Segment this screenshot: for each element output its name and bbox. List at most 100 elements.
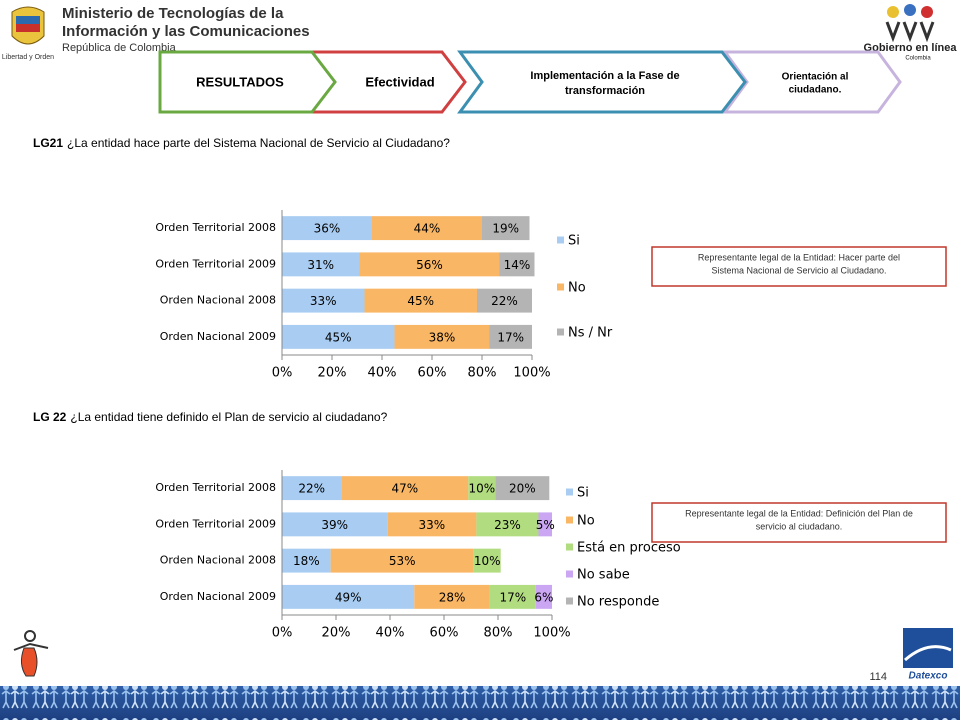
- bar-segment: [364, 288, 477, 313]
- bar-segment: [282, 512, 388, 537]
- x-tick-label: 80%: [468, 366, 497, 381]
- x-tick-label: 60%: [430, 626, 459, 641]
- bar-segment: [282, 324, 395, 349]
- question-code: LG21: [33, 136, 63, 150]
- bar-segment: [341, 476, 469, 501]
- bar-segment: [468, 476, 496, 501]
- category-label: Orden Nacional 2009: [160, 330, 276, 343]
- legend-label: Está en proceso: [577, 541, 681, 556]
- bar-segment: [538, 512, 552, 537]
- republic: República de Colombia: [62, 42, 177, 54]
- motto: Libertad y Orden: [2, 54, 54, 61]
- value-label: 36%: [314, 222, 341, 236]
- value-label: 45%: [407, 294, 434, 308]
- tab: [158, 50, 337, 114]
- legend-label: No: [577, 514, 595, 529]
- value-label: 31%: [307, 258, 334, 272]
- legend-swatch: [566, 570, 573, 578]
- bar-segment: [282, 548, 331, 573]
- bar-segment: [499, 252, 535, 277]
- legend-label: No sabe: [577, 568, 630, 583]
- value-label: 39%: [321, 518, 348, 532]
- tab: [722, 50, 902, 114]
- note-box: [651, 246, 947, 287]
- bar-segment: [489, 324, 532, 349]
- coat-of-arms: [11, 6, 45, 45]
- bar-segment: [282, 288, 365, 313]
- datexco-logo: [903, 628, 953, 668]
- gel-logo: [885, 4, 935, 43]
- bar-segment: [282, 252, 360, 277]
- legend-swatch: [566, 488, 573, 496]
- category-label: Orden Territorial 2008: [155, 221, 276, 234]
- value-label: 47%: [392, 482, 419, 496]
- legend-label: Si: [577, 486, 589, 501]
- category-label: Orden Territorial 2009: [155, 517, 276, 530]
- legend-swatch: [557, 236, 564, 244]
- ministry-name: Información y las Comunicaciones: [62, 23, 310, 40]
- bar-segment: [535, 584, 552, 609]
- bar-segment: [489, 584, 536, 609]
- bar-segment: [414, 584, 490, 609]
- footer-pattern: [0, 686, 960, 720]
- tab-label: transformación: [565, 85, 645, 97]
- x-tick-label: 100%: [513, 366, 550, 381]
- bar-segment: [476, 512, 539, 537]
- gel-country: Colombia: [905, 56, 931, 62]
- category-label: Orden Territorial 2008: [155, 481, 276, 494]
- value-label: 44%: [414, 222, 441, 236]
- legend-swatch: [557, 283, 564, 291]
- legend-label: Ns / Nr: [568, 326, 613, 341]
- x-tick-label: 40%: [368, 366, 397, 381]
- x-tick-label: 20%: [322, 626, 351, 641]
- value-label: 33%: [310, 294, 337, 308]
- value-label: 28%: [439, 590, 466, 604]
- x-tick-label: 0%: [272, 626, 293, 641]
- tab-label: Orientación al: [782, 72, 849, 83]
- x-tick-label: 80%: [484, 626, 513, 641]
- value-label: 17%: [497, 330, 524, 344]
- value-label: 56%: [416, 258, 443, 272]
- value-label: 45%: [325, 330, 352, 344]
- category-label: Orden Nacional 2008: [160, 554, 276, 567]
- page-number: 114: [869, 671, 887, 683]
- value-label: 6%: [534, 590, 553, 604]
- value-label: 49%: [335, 590, 362, 604]
- note: Sistema Nacional de Servicio al Ciudadan…: [711, 265, 886, 275]
- value-label: 19%: [492, 222, 519, 236]
- bar-segment: [482, 216, 530, 241]
- value-label: 53%: [389, 554, 416, 568]
- note: servicio al ciudadano.: [756, 521, 843, 531]
- note-box: [651, 502, 947, 543]
- bar-segment: [387, 512, 477, 537]
- bar-segment: [495, 476, 550, 501]
- value-label: 17%: [500, 590, 527, 604]
- value-label: 18%: [293, 554, 320, 568]
- question-text: ¿La entidad hace parte del Sistema Nacio…: [67, 136, 450, 150]
- legend-label: No: [568, 281, 586, 296]
- legend-swatch: [557, 328, 564, 336]
- gel-title: Gobierno en línea: [864, 42, 958, 54]
- footer-logo: Datexco: [909, 671, 948, 682]
- bar-segment: [394, 324, 490, 349]
- value-label: 10%: [474, 554, 501, 568]
- legend-swatch: [566, 543, 573, 551]
- tab-label: Efectividad: [365, 74, 434, 89]
- x-tick-label: 100%: [533, 626, 570, 641]
- person-icon: [13, 630, 49, 677]
- tab-label: Implementación a la Fase de: [530, 70, 679, 82]
- note: Representante legal de la Entidad: Hacer…: [698, 252, 900, 262]
- value-label: 22%: [491, 294, 518, 308]
- bar-segment: [282, 584, 415, 609]
- tab-label: RESULTADOS: [196, 74, 284, 89]
- tab: [457, 50, 747, 114]
- bar-segment: [282, 216, 372, 241]
- value-label: 38%: [429, 330, 456, 344]
- ministry-name: Ministerio de Tecnologías de la: [62, 5, 284, 22]
- bar-segment: [330, 548, 474, 573]
- question: LG 22 ¿La entidad tiene definido el Plan …: [33, 410, 388, 424]
- bar-segment: [477, 288, 532, 313]
- x-tick-label: 40%: [376, 626, 405, 641]
- category-label: Orden Nacional 2008: [160, 294, 276, 307]
